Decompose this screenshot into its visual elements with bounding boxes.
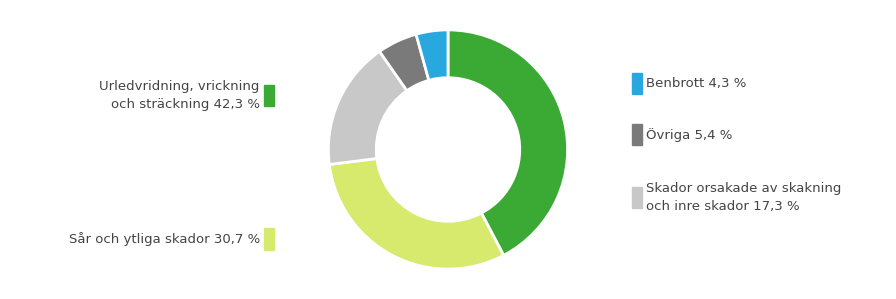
Text: Skador orsakade av skakning
och inre skador 17,3 %: Skador orsakade av skakning och inre ska… <box>646 182 841 213</box>
Wedge shape <box>416 30 448 80</box>
Wedge shape <box>330 158 504 269</box>
Text: Benbrott 4,3 %: Benbrott 4,3 % <box>646 77 746 90</box>
Text: Sår och ytliga skador 30,7 %: Sår och ytliga skador 30,7 % <box>69 232 260 246</box>
Text: Urledvridning, vrickning
och sträckning 42,3 %: Urledvridning, vrickning och sträckning … <box>99 80 260 111</box>
Wedge shape <box>448 30 567 255</box>
Wedge shape <box>380 34 429 91</box>
Text: Övriga 5,4 %: Övriga 5,4 % <box>646 128 732 141</box>
Wedge shape <box>329 51 407 164</box>
